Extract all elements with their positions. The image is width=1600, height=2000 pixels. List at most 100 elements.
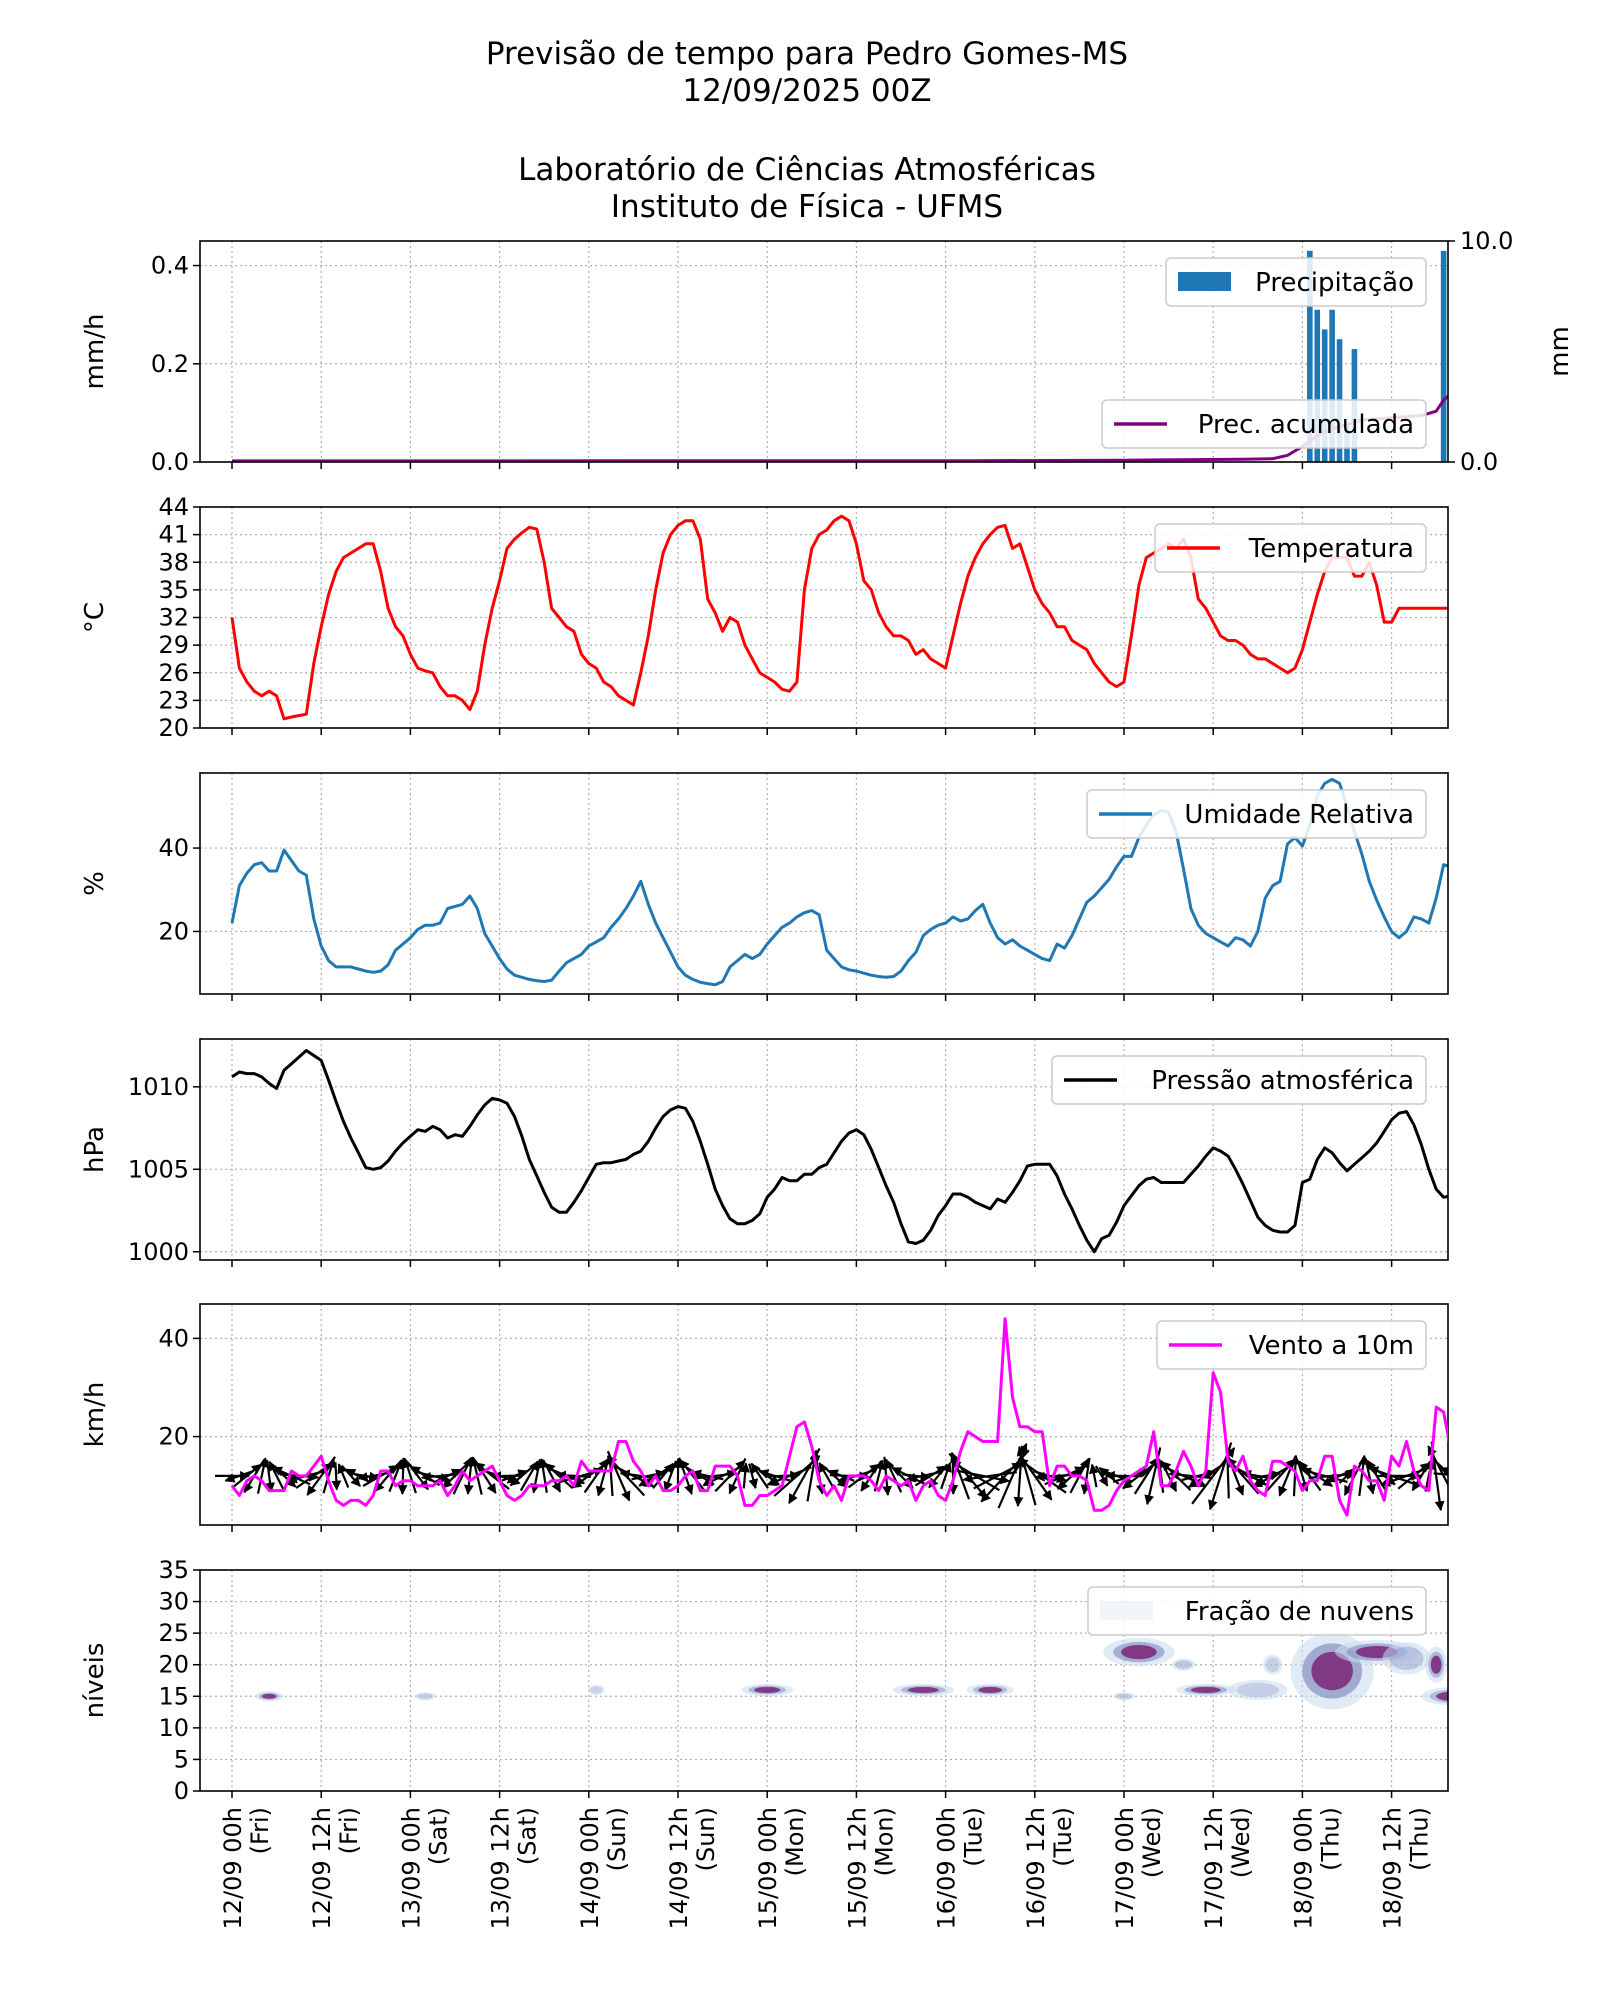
x-tick-date: 13/09 12h — [487, 1807, 515, 1930]
wind-arrow — [652, 1462, 675, 1489]
wind-arrow — [1452, 1456, 1510, 1496]
wind-arrow — [224, 1469, 254, 1483]
cloud-core — [978, 1686, 1003, 1694]
cloud-halo — [414, 1692, 436, 1701]
cloud-mid — [1265, 1657, 1280, 1672]
x-tick-day: (Sun) — [603, 1807, 631, 1871]
wind-arrow — [595, 1456, 611, 1497]
wind-arrow — [1187, 1463, 1224, 1489]
precip-bar — [1440, 250, 1447, 462]
wind-arrow — [1439, 1467, 1448, 1477]
cloud-mid — [1116, 1693, 1132, 1700]
cloud-mid — [1236, 1682, 1280, 1698]
wind-arrow — [1104, 1470, 1143, 1481]
precip-ylabel: mm/h — [80, 314, 110, 390]
y-tick-label: 30 — [158, 1588, 189, 1616]
y-tick-label: 35 — [158, 1556, 189, 1584]
wind-arrow — [337, 1463, 350, 1488]
wind-arrow — [714, 1459, 746, 1493]
y-tick-label-right: 10.0 — [1460, 227, 1513, 255]
axes-frame — [199, 1569, 1449, 1792]
cloud-halo — [587, 1684, 605, 1696]
cloud-core — [907, 1686, 939, 1694]
wind-arrow — [583, 1458, 609, 1494]
x-tick-date: 17/09 00h — [1111, 1807, 1139, 1930]
x-tick-day: (Sun) — [692, 1807, 720, 1871]
x-tick-date: 13/09 00h — [397, 1807, 425, 1930]
y-tick-label: 25 — [158, 1619, 189, 1647]
x-tick-day: (Wed) — [1138, 1807, 1166, 1878]
wind-series-line — [230, 1317, 1448, 1517]
wind-arrow — [397, 1457, 408, 1495]
legend-rh-box — [1086, 789, 1427, 839]
legend-accum-box — [1101, 399, 1427, 449]
x-tick-day: (Mon) — [781, 1807, 809, 1876]
x-tick-date: 12/09 12h — [308, 1807, 336, 1930]
y-tick-label: 26 — [158, 659, 189, 687]
axes-frame — [199, 240, 1449, 463]
title-line-3: Laboratório de Ciências Atmosféricas — [518, 152, 1096, 188]
x-tick-day: (Sat) — [424, 1807, 452, 1865]
wind-arrow — [950, 1460, 1000, 1492]
y-tick-label: 38 — [158, 548, 189, 576]
temp-ylabel: °C — [80, 602, 110, 633]
humidity-panel: 20 40% Umidade Relativa — [80, 772, 1449, 1001]
cloud-core — [1430, 1655, 1442, 1674]
pressure-ylabel: hPa — [80, 1126, 110, 1173]
y-tick-label-right: 0.0 — [1460, 448, 1498, 476]
x-tick-day: (Fri) — [246, 1807, 274, 1854]
y-tick-label: 41 — [158, 521, 189, 549]
cloud-mid — [1174, 1660, 1193, 1670]
cloud-halo — [1263, 1654, 1283, 1675]
cloud-mid — [1429, 1689, 1448, 1703]
x-tick-date: 15/09 12h — [843, 1807, 871, 1930]
axes-frame — [199, 772, 1449, 995]
wind-arrow — [748, 1463, 759, 1490]
legend-rh-label: Umidade Relativa — [1184, 800, 1414, 830]
x-tick-date: 15/09 00h — [754, 1807, 782, 1930]
wind-arrow — [1088, 1463, 1099, 1488]
x-tick-date: 12/09 00h — [219, 1807, 247, 1930]
wind-arrow — [1447, 1475, 1448, 1486]
cloud-mid — [417, 1693, 433, 1700]
x-tick-date: 16/09 12h — [1022, 1807, 1050, 1930]
cloud-blobs — [254, 1632, 1488, 1710]
cloud-mid — [1389, 1646, 1424, 1671]
wind-arrow — [818, 1462, 835, 1490]
precip-ylabel-right: mm — [1545, 326, 1575, 377]
legend-pressure-box — [1051, 1055, 1427, 1105]
wind-arrow — [538, 1458, 548, 1493]
wind-arrow — [740, 1462, 751, 1489]
legend-cloud-label: Fração de nuvens — [1185, 1597, 1414, 1627]
precipitation-panel: 0.0 0.2 0.4 mm/h 0.0 10.0 mm Precipitação Prec. … — [80, 227, 1575, 476]
pressure-series-line — [231, 1049, 1448, 1254]
cloud-mid — [1476, 1692, 1486, 1701]
x-tick-day: (Wed) — [1227, 1807, 1255, 1878]
wind-panel: 20 40 km/h Vento a 10m — [80, 1303, 1510, 1532]
precip-bar — [1321, 329, 1328, 462]
wind-arrow — [914, 1465, 947, 1487]
cloud-halo — [1474, 1690, 1488, 1702]
legend-cloud-swatch — [1100, 1601, 1153, 1620]
cloud-halo — [1171, 1658, 1196, 1671]
y-tick-label: 20 — [158, 714, 189, 742]
legend-cloud-box — [1087, 1586, 1427, 1636]
legend-precip-box — [1165, 257, 1427, 307]
y-tick-label: 20 — [158, 1651, 189, 1679]
pressure-panel: 1000 1005 1010 hPa Pressão atmosférica — [80, 1038, 1449, 1267]
y-tick-label: 29 — [158, 631, 189, 659]
y-tick-label: 1000 — [128, 1238, 189, 1266]
y-tick-label: 40 — [158, 1324, 189, 1352]
axes-frame — [199, 1303, 1449, 1526]
wind-arrow — [1133, 1456, 1159, 1495]
x-tick-date: 17/09 12h — [1200, 1807, 1228, 1930]
cloud-halo — [1228, 1679, 1288, 1701]
y-tick-label: 0.4 — [151, 252, 189, 280]
wind-arrow — [388, 1459, 404, 1493]
axes-frame — [199, 506, 1449, 729]
cloud-core — [1436, 1691, 1448, 1701]
wind-arrow — [693, 1469, 738, 1480]
y-tick-label: 0.2 — [151, 350, 189, 378]
rh-series-line — [230, 777, 1448, 987]
cloud-halo — [1382, 1642, 1431, 1675]
